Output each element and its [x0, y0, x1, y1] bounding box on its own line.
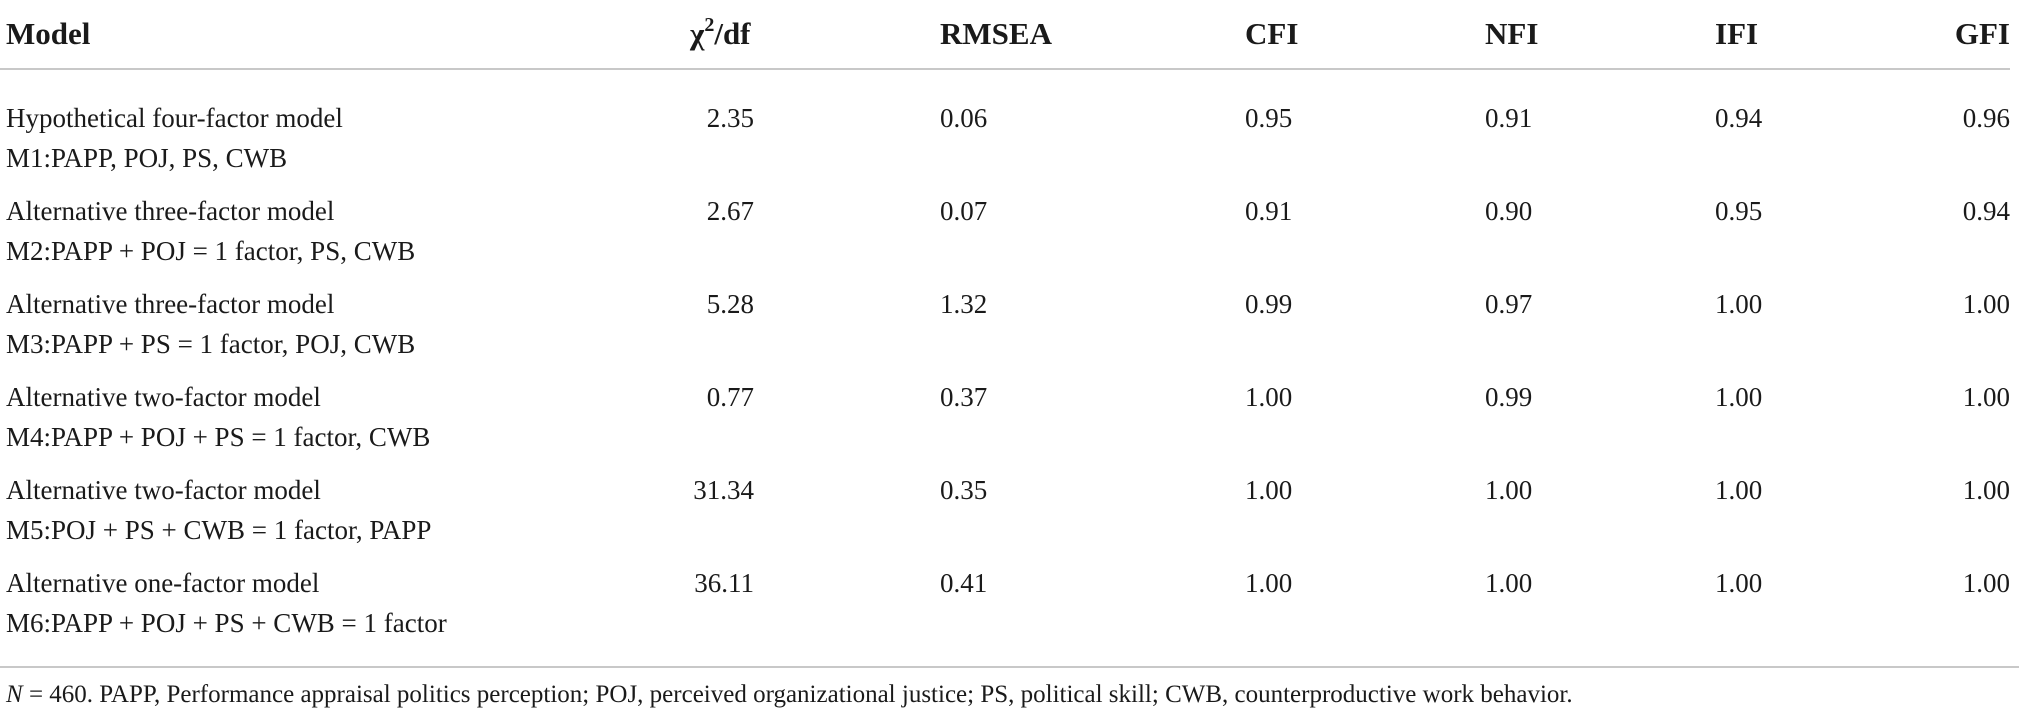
- table-row: Hypothetical four-factor model M1:PAPP, P…: [0, 98, 2010, 191]
- cell-nfi: 0.97: [1485, 289, 1533, 319]
- header-gfi: GFI: [1905, 0, 2010, 70]
- cell-rmsea: 0.41: [940, 568, 988, 598]
- cell-gfi: 1.00: [1962, 475, 2010, 505]
- model-name: Alternative three-factor model: [6, 196, 335, 226]
- cell-model: Alternative two-factor model M4:PAPP + PO…: [0, 377, 650, 470]
- header-row: Model χ2/df RMSEA CFI NFI IFI GFI: [0, 0, 2010, 70]
- cell-rmsea: 0.37: [940, 382, 988, 412]
- cell-nfi: 0.99: [1485, 382, 1533, 412]
- cell-rmsea: 0.06: [940, 103, 988, 133]
- footnote-text: = 460. PAPP, Performance appraisal polit…: [22, 681, 1573, 708]
- cell-ifi: 1.00: [1715, 382, 1763, 412]
- cell-ifi: 1.00: [1715, 475, 1763, 505]
- cell-model: Hypothetical four-factor model M1:PAPP, P…: [0, 98, 650, 191]
- table-bottom-rule: [0, 666, 2019, 668]
- cell-chi-square-df: 31.34: [693, 475, 754, 505]
- cell-model: Alternative three-factor model M3:PAPP + …: [0, 284, 650, 377]
- model-specification: M1:PAPP, POJ, PS, CWB: [6, 143, 288, 173]
- model-name: Alternative two-factor model: [6, 382, 321, 412]
- cell-chi-square-df: 2.67: [706, 196, 754, 226]
- cell-chi-square-df: 36.11: [694, 568, 754, 598]
- cell-chi-square-df: 5.28: [706, 289, 754, 319]
- cell-model: Alternative two-factor model M5:POJ + PS …: [0, 470, 650, 563]
- cell-gfi: 1.00: [1962, 289, 2010, 319]
- header-cfi: CFI: [1245, 0, 1485, 70]
- model-specification: M3:PAPP + PS = 1 factor, POJ, CWB: [6, 329, 416, 359]
- cell-chi-square-df: 2.35: [706, 103, 754, 133]
- model-specification: M5:POJ + PS + CWB = 1 factor, PAPP: [6, 515, 432, 545]
- table-row: Alternative three-factor model M2:PAPP + …: [0, 191, 2010, 284]
- cell-rmsea: 1.32: [940, 289, 988, 319]
- model-name: Hypothetical four-factor model: [6, 103, 343, 133]
- cell-ifi: 1.00: [1715, 289, 1763, 319]
- cell-cfi: 0.95: [1245, 103, 1293, 133]
- header-ifi: IFI: [1715, 0, 1905, 70]
- table-row: Alternative two-factor model M5:POJ + PS …: [0, 470, 2010, 563]
- model-name: Alternative two-factor model: [6, 475, 321, 505]
- cell-nfi: 0.91: [1485, 103, 1533, 133]
- cell-nfi: 1.00: [1485, 475, 1533, 505]
- cell-model: Alternative three-factor model M2:PAPP + …: [0, 191, 650, 284]
- cell-rmsea: 0.07: [940, 196, 988, 226]
- cell-nfi: 0.90: [1485, 196, 1533, 226]
- cell-gfi: 0.94: [1962, 196, 2010, 226]
- model-specification: M4:PAPP + POJ + PS = 1 factor, CWB: [6, 422, 431, 452]
- cell-cfi: 1.00: [1245, 382, 1293, 412]
- table-footnote: N = 460. PAPP, Performance appraisal pol…: [6, 680, 1573, 710]
- cell-cfi: 1.00: [1245, 568, 1293, 598]
- table-spacer-row: [0, 69, 2010, 98]
- header-model: Model: [0, 0, 650, 70]
- cell-model: Alternative one-factor model M6:PAPP + PO…: [0, 563, 650, 656]
- footnote-n-label: N: [6, 681, 23, 708]
- header-chi-symbol: χ: [690, 16, 705, 51]
- table-header: Model χ2/df RMSEA CFI NFI IFI GFI: [0, 0, 2010, 70]
- model-specification: M6:PAPP + POJ + PS + CWB = 1 factor: [6, 608, 447, 638]
- model-specification: M2:PAPP + POJ = 1 factor, PS, CWB: [6, 236, 416, 266]
- cell-ifi: 1.00: [1715, 568, 1763, 598]
- table-row: Alternative one-factor model M6:PAPP + PO…: [0, 563, 2010, 656]
- cell-chi-square-df: 0.77: [706, 382, 754, 412]
- table-row: Alternative two-factor model M4:PAPP + PO…: [0, 377, 2010, 470]
- cell-gfi: 1.00: [1962, 568, 2010, 598]
- cell-cfi: 1.00: [1245, 475, 1293, 505]
- cell-gfi: 0.96: [1962, 103, 2010, 133]
- header-nfi: NFI: [1485, 0, 1715, 70]
- cell-ifi: 0.94: [1715, 103, 1763, 133]
- table-body: Hypothetical four-factor model M1:PAPP, P…: [0, 69, 2010, 656]
- table-row: Alternative three-factor model M3:PAPP + …: [0, 284, 2010, 377]
- header-chi-df: /df: [714, 16, 751, 51]
- model-name: Alternative one-factor model: [6, 568, 320, 598]
- cell-nfi: 1.00: [1485, 568, 1533, 598]
- header-chi-square-df: χ2/df: [650, 0, 940, 70]
- header-rmsea: RMSEA: [940, 0, 1245, 70]
- cell-gfi: 1.00: [1962, 382, 2010, 412]
- cell-cfi: 0.99: [1245, 289, 1293, 319]
- cell-rmsea: 0.35: [940, 475, 988, 505]
- model-name: Alternative three-factor model: [6, 289, 335, 319]
- cell-ifi: 0.95: [1715, 196, 1763, 226]
- header-chi-exponent: 2: [704, 14, 715, 36]
- fit-indices-table: Model χ2/df RMSEA CFI NFI IFI GFI Hypoth…: [0, 0, 2010, 656]
- cell-cfi: 0.91: [1245, 196, 1293, 226]
